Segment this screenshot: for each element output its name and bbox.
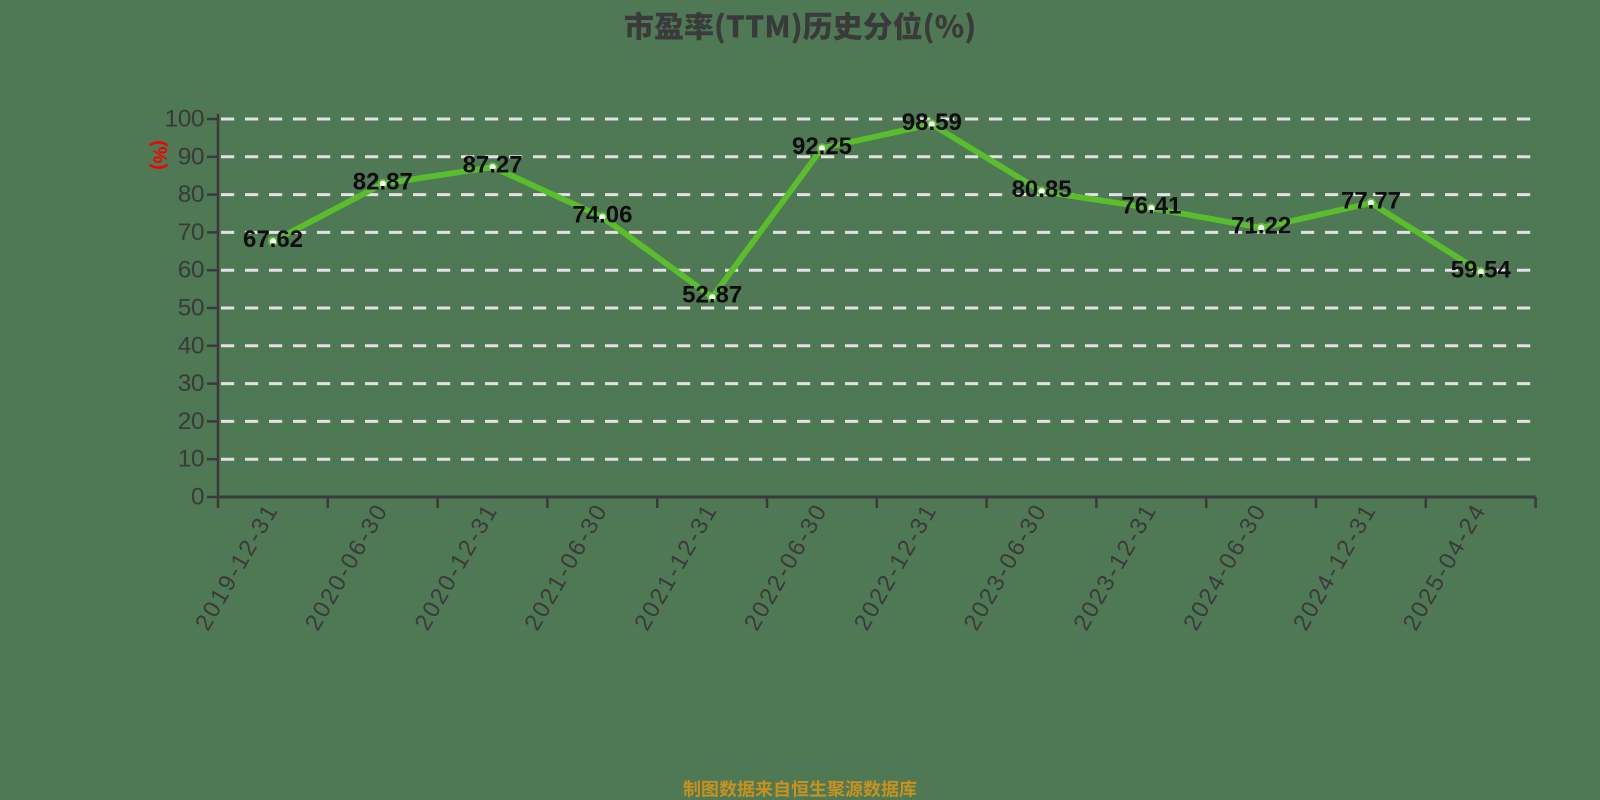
svg-text:40: 40 xyxy=(178,332,204,359)
svg-text:70: 70 xyxy=(178,219,204,246)
svg-text:59.54: 59.54 xyxy=(1451,256,1512,283)
svg-text:0: 0 xyxy=(191,484,204,511)
svg-text:30: 30 xyxy=(178,370,204,397)
svg-text:67.62: 67.62 xyxy=(243,226,303,253)
svg-text:20: 20 xyxy=(178,408,204,435)
svg-text:77.77: 77.77 xyxy=(1341,188,1401,215)
svg-text:52.87: 52.87 xyxy=(682,282,742,309)
svg-text:50: 50 xyxy=(178,295,204,322)
svg-text:80.85: 80.85 xyxy=(1012,176,1072,203)
svg-text:87.27: 87.27 xyxy=(463,152,523,179)
svg-text:71.22: 71.22 xyxy=(1231,212,1291,239)
svg-text:90: 90 xyxy=(178,143,204,170)
svg-text:60: 60 xyxy=(178,257,204,284)
svg-text:98.59: 98.59 xyxy=(902,109,962,136)
svg-text:100: 100 xyxy=(165,106,204,133)
svg-text:10: 10 xyxy=(178,446,204,473)
svg-text:76.41: 76.41 xyxy=(1121,193,1181,220)
svg-text:74.06: 74.06 xyxy=(572,202,632,229)
svg-text:92.25: 92.25 xyxy=(792,133,852,160)
svg-text:(%): (%) xyxy=(149,140,170,170)
svg-text:80: 80 xyxy=(178,181,204,208)
svg-text:82.87: 82.87 xyxy=(353,168,413,195)
